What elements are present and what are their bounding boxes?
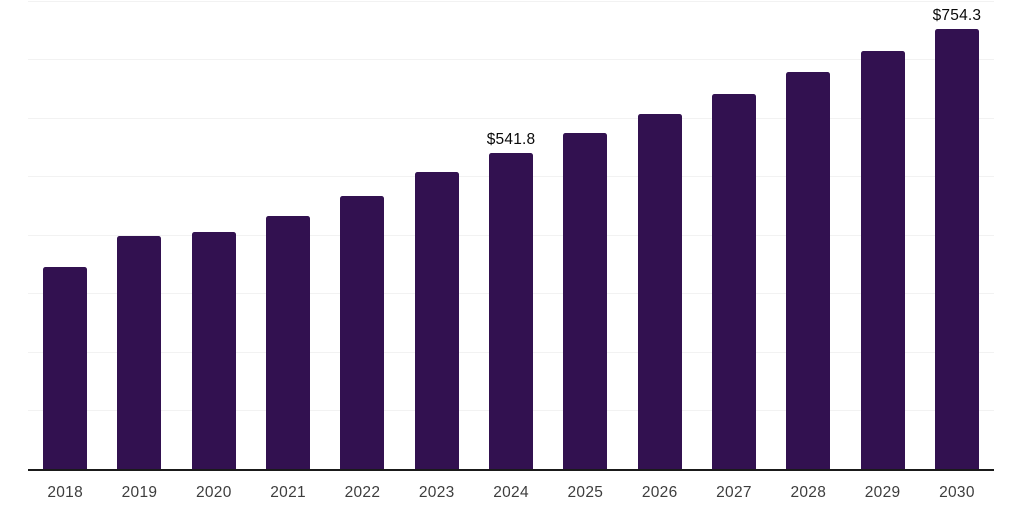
gridline-600: [28, 117, 994, 119]
bar-2021: [266, 215, 311, 470]
x-tick-label-2021: 2021: [270, 484, 306, 501]
bar-2019: [117, 235, 162, 470]
bar-slot-2019: [102, 2, 176, 470]
x-tick-label-2029: 2029: [864, 484, 901, 501]
bar-slot-2021: [251, 2, 325, 470]
gridline-700: [28, 59, 994, 61]
bar-2025: [563, 133, 608, 470]
bar-slot-2024: $541.8: [474, 2, 548, 470]
bar-slot-2028: [771, 2, 845, 470]
bar-value-label-2024: $541.8: [486, 130, 536, 148]
x-tick-label-2028: 2028: [790, 484, 827, 501]
x-tick-label-2030: 2030: [939, 484, 975, 501]
bar-slot-2023: [400, 2, 474, 470]
bar-2022: [340, 196, 385, 470]
x-tick-label-2022: 2022: [344, 484, 381, 501]
bar-value-label-2030: $754.3: [932, 6, 982, 24]
bar-slot-2025: [548, 2, 622, 470]
bar-slot-2026: [623, 2, 697, 470]
x-tick-label-2026: 2026: [641, 484, 678, 501]
bar-series: $541.8 $754.3: [28, 2, 994, 470]
bar-2029: [860, 51, 905, 470]
x-axis-line: [28, 469, 994, 471]
x-tick-label-2018: 2018: [47, 484, 83, 501]
bar-slot-2027: [697, 2, 771, 470]
bar-2030: $754.3: [933, 7, 981, 470]
bar-slot-2029: [845, 2, 919, 470]
bar-slot-2020: [177, 2, 251, 470]
x-tick-label-2025: 2025: [567, 484, 604, 501]
bar-slot-2018: [28, 2, 102, 470]
bar-2026: [637, 113, 682, 470]
x-tick-label-2024: 2024: [493, 484, 529, 501]
plot-area: $541.8 $754.3: [28, 1, 994, 470]
bar-2020: [191, 232, 236, 470]
bar-slot-2022: [325, 2, 399, 470]
bar-slot-2030: $754.3: [920, 2, 994, 470]
x-tick-label-2019: 2019: [121, 484, 158, 501]
bar-2023: [414, 172, 459, 470]
x-tick-label-2023: 2023: [418, 484, 455, 501]
x-tick-label-2027: 2027: [716, 484, 752, 501]
bar-2018: [43, 266, 88, 470]
x-tick-label-2020: 2020: [195, 484, 232, 501]
x-axis-labels: 2018 2019 2020 2021 2022 2023 2024 2025 2026 2027…: [28, 484, 994, 502]
bar-2027: [711, 94, 756, 470]
gridline-800: [28, 1, 994, 2]
bar-2024: $541.8: [487, 131, 535, 470]
bar-2028: [786, 71, 831, 470]
